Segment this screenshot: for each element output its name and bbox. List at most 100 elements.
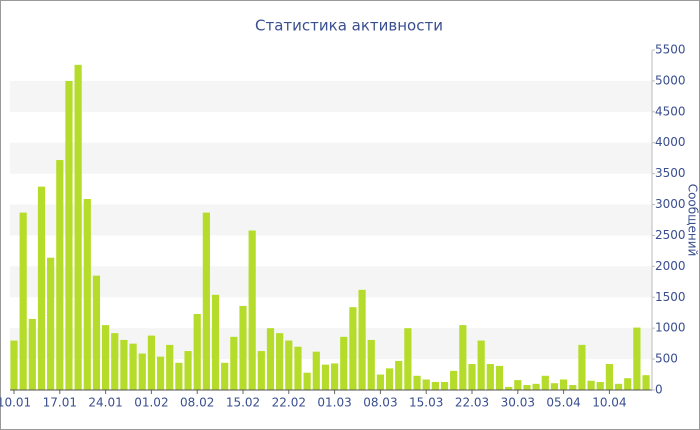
bar: [248, 230, 256, 390]
bar: [523, 385, 531, 390]
bar: [156, 356, 165, 390]
bar: [550, 383, 559, 390]
bar: [10, 340, 18, 390]
bar: [459, 325, 467, 390]
bar: [221, 362, 229, 390]
bar: [92, 275, 101, 390]
y-tick-label: 0: [655, 383, 663, 397]
bar: [37, 186, 46, 390]
bar: [111, 333, 119, 390]
bar: [303, 372, 311, 390]
y-axis-label: Сообщений: [686, 184, 700, 257]
bar: [395, 360, 403, 390]
bar: [47, 257, 55, 390]
bar: [413, 375, 421, 390]
bar: [331, 363, 339, 390]
bar: [321, 364, 330, 390]
bar: [495, 365, 504, 390]
y-tick-label: 3000: [655, 197, 686, 211]
bar: [486, 364, 494, 390]
bar: [257, 351, 265, 390]
bar: [56, 160, 64, 390]
bar: [266, 328, 275, 390]
x-tick-label: 01.02: [134, 396, 168, 410]
bar: [642, 375, 650, 390]
bar: [376, 374, 384, 390]
bar: [505, 386, 513, 390]
x-tick-label: 15.03: [409, 396, 443, 410]
x-tick-label: 10.01: [0, 396, 31, 410]
bar: [285, 340, 293, 390]
bar: [569, 385, 577, 390]
bar: [19, 212, 27, 390]
bar: [614, 383, 623, 390]
bar: [514, 380, 522, 390]
bar: [440, 381, 449, 390]
bar: [367, 339, 375, 390]
x-tick-label: 10.04: [592, 396, 626, 410]
x-tick-label: 15.02: [226, 396, 260, 410]
bar: [358, 289, 366, 390]
bar: [65, 80, 73, 390]
x-tick-label: 22.03: [455, 396, 489, 410]
grid-band: [10, 266, 652, 298]
bar: [633, 327, 641, 390]
bar: [28, 318, 36, 390]
bar: [147, 335, 155, 390]
y-tick-label: 4500: [655, 104, 686, 118]
bar: [166, 344, 174, 390]
bar: [404, 328, 412, 390]
y-tick-label: 500: [655, 352, 678, 366]
bar: [276, 333, 284, 390]
x-tick-label: 24.01: [88, 396, 122, 410]
bar: [605, 364, 613, 390]
x-tick-label: 01.03: [317, 396, 351, 410]
bar: [541, 375, 549, 390]
y-tick-label: 3500: [655, 166, 686, 180]
y-tick-label: 5500: [655, 43, 686, 57]
bar: [385, 368, 394, 390]
bar: [578, 344, 586, 390]
y-tick-label: 2000: [655, 259, 686, 273]
bar: [211, 294, 220, 390]
bar: [202, 212, 210, 390]
bar: [120, 339, 128, 390]
x-tick-label: 17.01: [43, 396, 77, 410]
x-tick-label: 08.03: [363, 396, 397, 410]
bar: [422, 379, 430, 390]
y-tick-label: 5000: [655, 73, 686, 87]
x-tick-label: 05.04: [546, 396, 580, 410]
bar: [312, 351, 320, 390]
bar: [340, 336, 348, 390]
bar: [184, 351, 192, 390]
x-tick-label: 08.02: [180, 396, 214, 410]
bar: [129, 343, 137, 390]
bar: [450, 370, 458, 390]
bar: [468, 364, 476, 390]
bar: [239, 305, 247, 390]
y-tick-label: 2500: [655, 228, 686, 242]
y-tick-label: 1000: [655, 321, 686, 335]
bar: [349, 307, 357, 390]
y-tick-label: 4000: [655, 135, 686, 149]
bar: [175, 362, 183, 390]
bar: [477, 340, 485, 390]
x-tick-label: 30.03: [501, 396, 535, 410]
bar: [102, 325, 110, 390]
bar: [74, 64, 82, 390]
bar: [532, 383, 540, 390]
grid-band: [10, 204, 652, 236]
chart-title: Статистика активности: [255, 17, 443, 35]
bar: [596, 381, 604, 390]
grid-band: [10, 80, 652, 112]
bar: [560, 379, 568, 390]
bar: [294, 346, 302, 390]
bar: [138, 353, 146, 390]
grid-band: [10, 142, 652, 174]
bar: [193, 313, 201, 390]
y-tick-label: 1500: [655, 290, 686, 304]
bar: [624, 378, 632, 390]
bar: [431, 381, 439, 390]
bar: [587, 380, 595, 390]
